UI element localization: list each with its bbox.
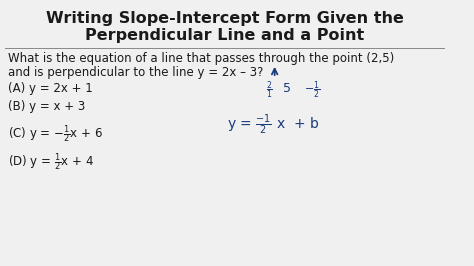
Text: Writing Slope-Intercept Form Given the: Writing Slope-Intercept Form Given the [46, 11, 403, 26]
Text: $\frac{2}{1}$: $\frac{2}{1}$ [266, 80, 273, 101]
Text: (D) y = $\frac{1}{2}$x + 4: (D) y = $\frac{1}{2}$x + 4 [8, 151, 94, 173]
Text: (C) y = $-\frac{1}{2}$x + 6: (C) y = $-\frac{1}{2}$x + 6 [8, 123, 102, 145]
Text: $-\frac{1}{2}$: $-\frac{1}{2}$ [304, 80, 321, 101]
Text: and is perpendicular to the line y = 2x – 3?: and is perpendicular to the line y = 2x … [8, 66, 263, 79]
Text: y = $\frac{-1}{2}$ x  + b: y = $\frac{-1}{2}$ x + b [228, 113, 319, 137]
Text: What is the equation of a line that passes through the point (2,5): What is the equation of a line that pass… [8, 52, 394, 65]
Text: (A) y = 2x + 1: (A) y = 2x + 1 [8, 82, 92, 95]
Text: 5: 5 [283, 82, 291, 95]
Text: Perpendicular Line and a Point: Perpendicular Line and a Point [85, 28, 364, 43]
Text: (B) y = x + 3: (B) y = x + 3 [8, 100, 85, 113]
